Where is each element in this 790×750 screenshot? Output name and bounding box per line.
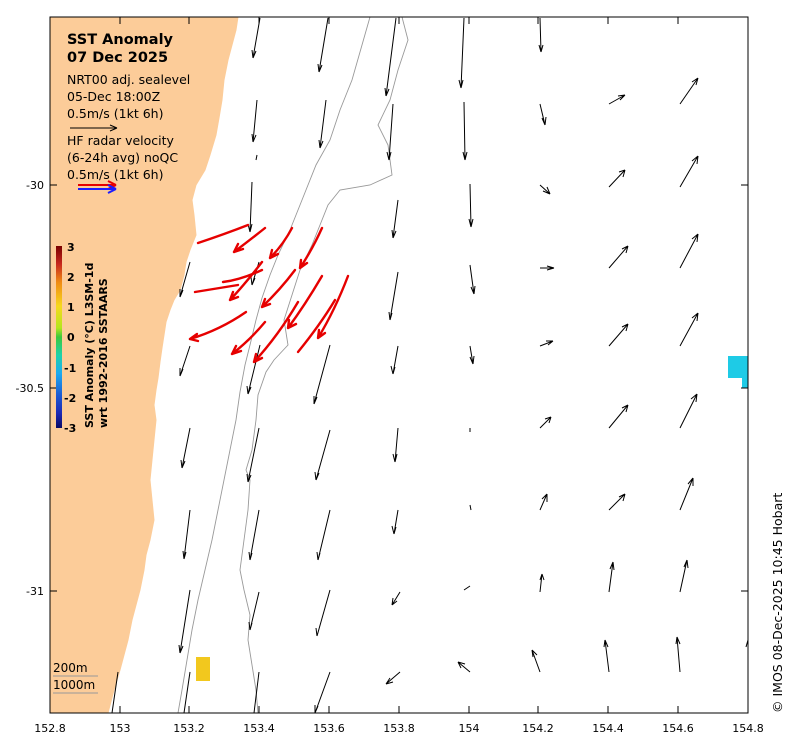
- map-title: SST Anomaly: [67, 32, 174, 48]
- x-tick-label: 154.2: [522, 722, 554, 735]
- hf-scale-arrow: [78, 180, 117, 194]
- colorbar-tick: -1: [64, 362, 76, 375]
- colorbar-tick: 0: [67, 331, 75, 344]
- sealevel-legend-line1: NRT00 adj. sealevel: [67, 72, 190, 87]
- x-tick-label: 153.8: [383, 722, 415, 735]
- colorbar-tick: 2: [67, 271, 75, 284]
- hf-legend-line1: HF radar velocity: [67, 133, 175, 148]
- colorbar-label-line1: SST Anomaly (°C) L3SM-1d: [83, 263, 96, 428]
- sealevel-scale-arrow: [70, 124, 118, 132]
- colorbar-tick: 3: [67, 241, 75, 254]
- colorbar-tick: -3: [64, 422, 76, 435]
- hf-radar-arrows: [188, 223, 350, 364]
- x-tick-label: 154.6: [662, 722, 694, 735]
- sealevel-legend-line2: 05-Dec 18:00Z: [67, 89, 160, 104]
- colorbar-tick: -2: [64, 392, 76, 405]
- y-tick-label: -30.5: [16, 382, 44, 395]
- y-tick-label: -31: [26, 585, 44, 598]
- colorbar-tick: 1: [67, 301, 75, 314]
- colorbar-label-line2: wrt 1992-2016 SSTAARS: [97, 278, 110, 428]
- x-tick-label: 154.8: [732, 722, 764, 735]
- hf-legend-scale: 0.5m/s (1kt 6h): [67, 167, 163, 182]
- sst-patch-warm: [196, 657, 210, 681]
- sealevel-arrows: [111, 17, 748, 713]
- x-tick-label: 153.2: [173, 722, 205, 735]
- coastline-land: [50, 17, 239, 713]
- isobath-1000m: [239, 17, 409, 713]
- y-tick-label: -30: [26, 179, 44, 192]
- map-date: 07 Dec 2025: [67, 50, 168, 66]
- depth-label-1000m: 1000m: [53, 678, 95, 692]
- sst-patch-cool: [728, 356, 748, 378]
- sealevel-legend-scale: 0.5m/s (1kt 6h): [67, 106, 163, 121]
- isobath-200m: [177, 17, 371, 713]
- sst-patch-cool-edge: [742, 378, 748, 388]
- x-tick-label: 153.6: [313, 722, 345, 735]
- x-tick-label: 154.4: [592, 722, 624, 735]
- colorbar: [56, 246, 62, 428]
- x-tick-label: 153.4: [243, 722, 275, 735]
- axis-ticks: [49, 17, 749, 713]
- x-tick-label: 152.8: [34, 722, 66, 735]
- depth-label-200m: 200m: [53, 661, 88, 675]
- x-tick-label: 154: [459, 722, 480, 735]
- x-tick-label: 153: [110, 722, 131, 735]
- copyright-text: © IMOS 08-Dec-2025 10:45 Hobart: [770, 493, 785, 713]
- hf-legend-line2: (6-24h avg) noQC: [67, 150, 178, 165]
